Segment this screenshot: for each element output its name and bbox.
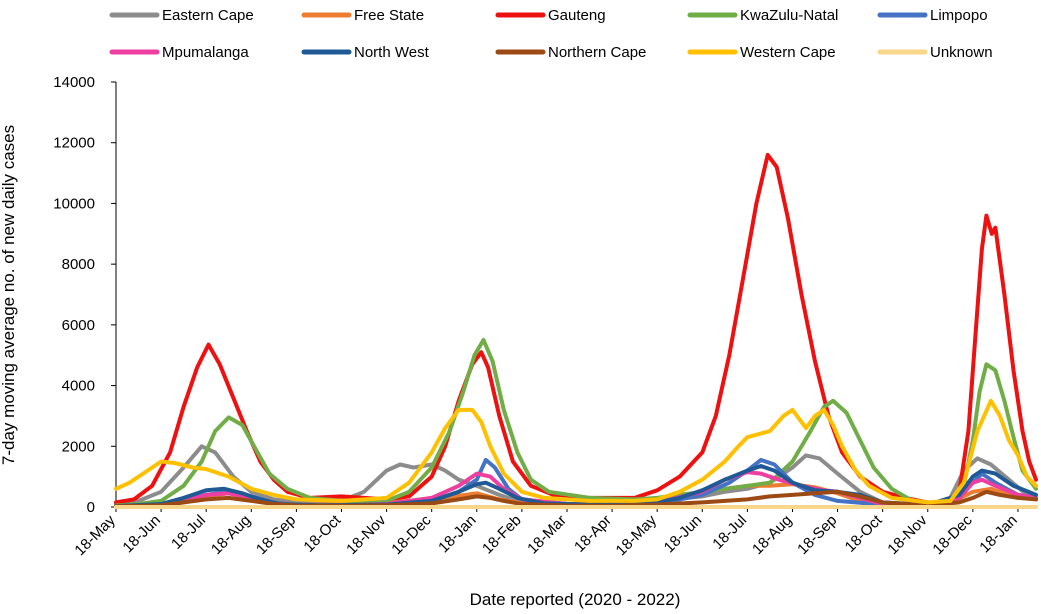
x-tick-label: 18-Jan — [435, 512, 479, 556]
y-tick-label: 10000 — [53, 195, 95, 212]
y-tick-label: 0 — [87, 499, 95, 516]
legend-label: Northern Cape — [548, 44, 646, 61]
x-tick-label: 18-May — [71, 511, 119, 559]
legend-item: Gauteng — [495, 7, 606, 24]
legend-label: Free State — [354, 7, 424, 24]
series-line-kwazulu-natal — [114, 338, 1038, 508]
y-axis-title: 7-day moving average no. of new daily ca… — [0, 125, 18, 465]
legend-item: Unknown — [877, 44, 993, 61]
series-line-western-cape — [114, 398, 1038, 505]
x-tick-label: 18-Nov — [884, 511, 931, 558]
y-axis: 0 2000 4000 6000 8000 10000 12000 14000 — [53, 74, 117, 516]
x-tick-label: 18-Feb — [479, 512, 525, 558]
x-tick-label: 18-Jun — [119, 512, 163, 556]
x-tick-label: 18-Dec — [388, 511, 435, 558]
legend-item: Western Cape — [687, 44, 836, 61]
legend-label: Western Cape — [740, 44, 836, 61]
y-tick-label: 6000 — [62, 317, 95, 334]
legend-label: North West — [354, 44, 430, 61]
x-tick-label: 18-Sep — [794, 512, 840, 558]
x-tick-label: 18-Aug — [208, 512, 254, 558]
chart-legend: Eastern Cape Free State Gauteng KwaZulu-Nat… — [109, 7, 993, 61]
series-line-gauteng — [114, 152, 1038, 506]
x-tick-label: 18-Jul — [709, 512, 750, 553]
legend-label: Limpopo — [930, 7, 988, 24]
legend-label: Gauteng — [548, 7, 606, 24]
legend-label: Eastern Cape — [162, 7, 254, 24]
x-tick-label: 18-Oct — [842, 511, 886, 555]
y-tick-label: 4000 — [62, 378, 95, 395]
legend-item: KwaZulu-Natal — [687, 7, 838, 24]
x-tick-label: 18-Jan — [976, 512, 1020, 556]
legend-item: North West — [301, 44, 430, 61]
x-tick-label: 18-Apr — [571, 512, 615, 556]
plot-area — [114, 152, 1038, 509]
x-axis-title: Date reported (2020 - 2022) — [470, 590, 681, 609]
y-tick-label: 14000 — [53, 74, 95, 91]
legend-item: Free State — [301, 7, 424, 24]
x-tick-label: 18-Nov — [343, 511, 390, 558]
legend-label: KwaZulu-Natal — [740, 7, 838, 24]
x-tick-label: 18-Dec — [929, 511, 976, 558]
x-tick-label: 18-Jun — [661, 512, 705, 556]
x-tick-label: 18-Oct — [300, 511, 344, 555]
legend-item: Limpopo — [877, 7, 988, 24]
y-tick-label: 12000 — [53, 135, 95, 152]
x-tick-label: 18-Aug — [749, 512, 795, 558]
legend-label: Mpumalanga — [162, 44, 249, 61]
legend-item: Eastern Cape — [109, 7, 254, 24]
x-tick-label: 18-Jul — [168, 512, 209, 553]
legend-item: Northern Cape — [495, 44, 646, 61]
x-tick-label: 18-Mar — [524, 512, 570, 558]
legend-item: Mpumalanga — [109, 44, 249, 61]
legend-label: Unknown — [930, 44, 993, 61]
x-tick-label: 18-Sep — [253, 512, 299, 558]
y-tick-label: 8000 — [62, 256, 95, 273]
y-tick-label: 2000 — [62, 438, 95, 455]
x-tick-label: 18-May — [613, 511, 661, 559]
